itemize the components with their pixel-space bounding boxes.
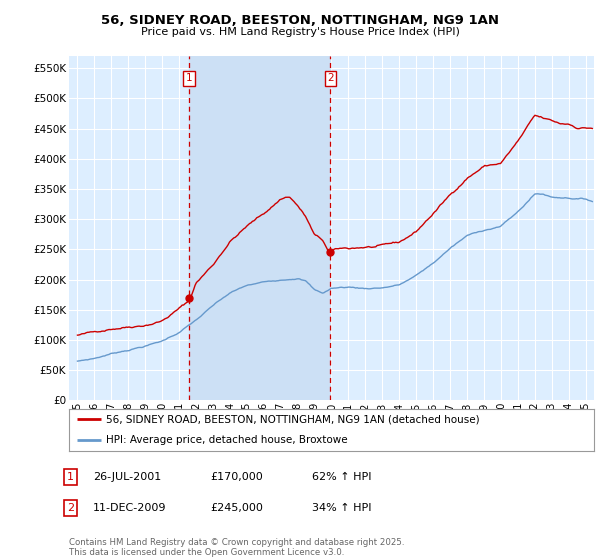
Text: £245,000: £245,000 (210, 503, 263, 513)
Bar (189, 56, 331, 400)
Text: 56, SIDNEY ROAD, BEESTON, NOTTINGHAM, NG9 1AN (detached house): 56, SIDNEY ROAD, BEESTON, NOTTINGHAM, NG… (106, 414, 479, 424)
Text: 56, SIDNEY ROAD, BEESTON, NOTTINGHAM, NG9 1AN: 56, SIDNEY ROAD, BEESTON, NOTTINGHAM, NG… (101, 14, 499, 27)
Text: Price paid vs. HM Land Registry's House Price Index (HPI): Price paid vs. HM Land Registry's House … (140, 27, 460, 37)
Text: 1: 1 (185, 73, 192, 83)
Text: 11-DEC-2009: 11-DEC-2009 (93, 503, 167, 513)
Text: 62% ↑ HPI: 62% ↑ HPI (312, 472, 371, 482)
Text: HPI: Average price, detached house, Broxtowe: HPI: Average price, detached house, Brox… (106, 435, 347, 445)
Text: 1: 1 (67, 472, 74, 482)
Text: Contains HM Land Registry data © Crown copyright and database right 2025.
This d: Contains HM Land Registry data © Crown c… (69, 538, 404, 557)
Text: 2: 2 (327, 73, 334, 83)
Text: 26-JUL-2001: 26-JUL-2001 (93, 472, 161, 482)
Text: 2: 2 (67, 503, 74, 513)
Text: 34% ↑ HPI: 34% ↑ HPI (312, 503, 371, 513)
Text: £170,000: £170,000 (210, 472, 263, 482)
